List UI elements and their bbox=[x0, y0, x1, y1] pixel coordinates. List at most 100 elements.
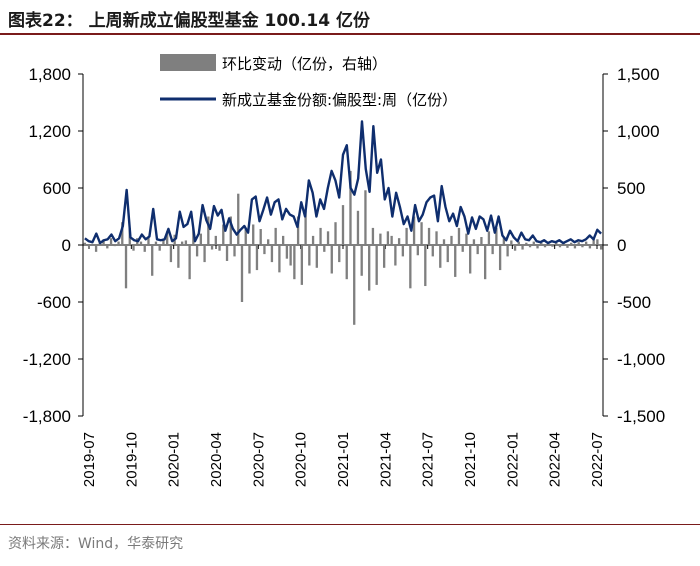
bar bbox=[401, 245, 405, 257]
bar bbox=[528, 245, 532, 248]
bar bbox=[308, 245, 311, 266]
bar bbox=[416, 245, 419, 256]
bar bbox=[311, 235, 315, 245]
legend: 环比变动（亿份，右轴） 新成立基金份额:偏股型:周（亿份） bbox=[160, 54, 457, 109]
bar bbox=[188, 245, 191, 280]
bar bbox=[540, 242, 543, 245]
left-tick-label: -1,800 bbox=[23, 407, 71, 426]
bar bbox=[274, 227, 277, 245]
bar bbox=[368, 245, 371, 291]
bar-series-group bbox=[83, 170, 603, 325]
bar bbox=[551, 245, 554, 247]
bar bbox=[267, 239, 270, 245]
bar bbox=[450, 235, 453, 245]
left-tick-label: -1,200 bbox=[23, 350, 71, 369]
x-tick-label: 2022-04 bbox=[547, 432, 564, 487]
chart-title: 图表22： 上周新成立偏股型基金 100.14 亿份 bbox=[8, 11, 371, 31]
bar bbox=[255, 245, 259, 271]
bar bbox=[360, 245, 363, 276]
bar bbox=[289, 245, 292, 266]
x-tick-label: 2021-04 bbox=[377, 432, 394, 487]
right-tick-label: 1,500 bbox=[617, 65, 660, 84]
right-tick-label: 0 bbox=[617, 236, 626, 255]
bar bbox=[240, 245, 244, 302]
bar bbox=[555, 242, 558, 245]
bar bbox=[222, 224, 225, 245]
right-tick-label: 1,000 bbox=[617, 122, 660, 141]
bar bbox=[409, 245, 412, 289]
line-series-group bbox=[84, 120, 602, 245]
bar bbox=[210, 245, 214, 250]
bar bbox=[480, 237, 483, 245]
bar bbox=[214, 235, 217, 245]
bar bbox=[281, 235, 285, 245]
bar bbox=[412, 216, 416, 245]
left-tick-label: 1,800 bbox=[28, 65, 71, 84]
legend-bar-swatch bbox=[160, 54, 216, 71]
right-tick-label: -1,500 bbox=[617, 407, 665, 426]
bar bbox=[397, 238, 401, 245]
axes-group: 1,800 1,200 600 0 -600 -1,200 -1,800 1,500 1,000… bbox=[23, 65, 665, 487]
bar bbox=[513, 245, 517, 251]
bar bbox=[102, 239, 105, 245]
bar bbox=[177, 245, 180, 268]
bar bbox=[439, 245, 442, 268]
x-tick-label: 2019-10 bbox=[123, 432, 140, 487]
bar bbox=[431, 245, 434, 257]
bar bbox=[278, 245, 281, 273]
x-tick-label: 2021-01 bbox=[335, 432, 352, 487]
bar bbox=[158, 245, 161, 251]
bar bbox=[577, 242, 580, 245]
bar bbox=[154, 241, 158, 245]
chart-svg: 1,800 1,200 600 0 -600 -1,200 -1,800 1,500 1,000… bbox=[23, 54, 665, 487]
bar bbox=[543, 245, 547, 248]
bar bbox=[87, 245, 90, 247]
bar bbox=[218, 245, 221, 251]
bar bbox=[169, 245, 173, 263]
bar bbox=[386, 231, 390, 245]
bar bbox=[184, 240, 188, 245]
bar bbox=[166, 231, 169, 245]
bar bbox=[469, 245, 472, 274]
bar bbox=[151, 245, 154, 276]
bar bbox=[143, 245, 146, 252]
bar bbox=[472, 239, 476, 245]
bar bbox=[252, 224, 255, 245]
bar bbox=[139, 241, 143, 245]
bar bbox=[199, 233, 203, 245]
bar bbox=[233, 245, 236, 257]
x-tick-label: 2022-07 bbox=[589, 432, 606, 487]
bar bbox=[259, 229, 262, 245]
bar bbox=[353, 245, 356, 325]
bar bbox=[420, 222, 423, 245]
bar bbox=[495, 227, 498, 245]
legend-line-label: 新成立基金份额:偏股型:周（亿份） bbox=[222, 91, 457, 109]
bar bbox=[570, 242, 573, 245]
bar bbox=[109, 238, 113, 245]
x-tick-label: 2021-07 bbox=[420, 432, 437, 487]
bottom-rule bbox=[0, 524, 700, 525]
bar bbox=[532, 241, 535, 245]
x-tick-label: 2021-10 bbox=[462, 432, 479, 487]
bar bbox=[487, 231, 491, 245]
bar bbox=[356, 210, 360, 245]
bar bbox=[517, 241, 520, 245]
bar bbox=[375, 245, 378, 285]
x-tick-label: 2022-01 bbox=[504, 432, 521, 487]
bar bbox=[536, 245, 539, 249]
bar bbox=[207, 216, 210, 245]
bar bbox=[244, 227, 247, 245]
right-tick-label: 500 bbox=[617, 179, 645, 198]
bar bbox=[592, 238, 595, 245]
bar bbox=[300, 245, 304, 285]
bar bbox=[94, 245, 98, 252]
bar bbox=[442, 239, 446, 245]
bar bbox=[162, 239, 165, 245]
bar bbox=[491, 245, 494, 255]
x-tick-label: 2020-04 bbox=[208, 432, 225, 487]
series-line bbox=[84, 120, 602, 245]
bar bbox=[510, 240, 513, 245]
x-tick-label: 2020-10 bbox=[293, 432, 310, 487]
bar bbox=[319, 227, 322, 245]
title-rule bbox=[0, 33, 700, 35]
